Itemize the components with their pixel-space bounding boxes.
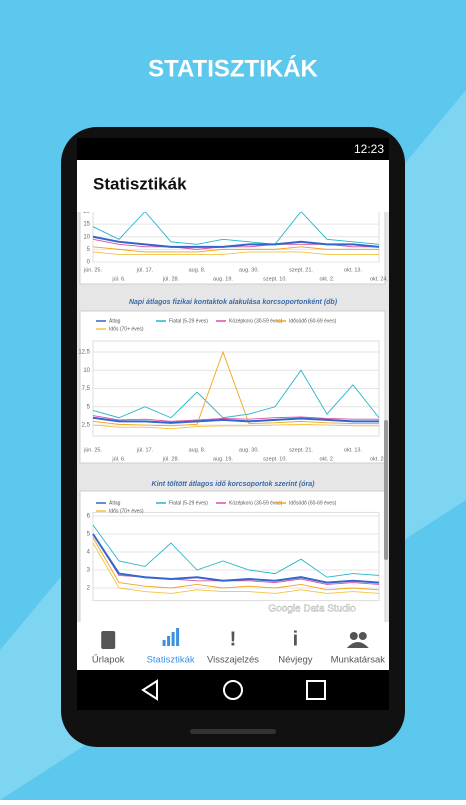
series-line [92,350,379,427]
series-line [92,415,379,422]
legend-label: Középkorú (30-59 éves) [229,318,283,324]
x-tick-label: aug. 30. [239,447,259,453]
nav-label[interactable]: Statisztikák [147,655,195,666]
nav-items: Űrlapok Statisztikák! Visszajelzés i Névjegy… [92,628,385,666]
legend-label: Idős (70+ éves) [109,508,144,514]
x-tick-label: szept. 21. [289,447,313,453]
series-line [92,369,380,419]
nav-icon [358,632,367,640]
x-tick-label: júl. 28. [162,276,180,282]
nav-label[interactable]: Visszajelzés [207,655,259,666]
back-button[interactable] [141,679,158,701]
nav-icon [167,636,171,646]
legend-label: Idősödő (60-69 éves) [289,318,337,324]
y-tick-label: 7,5 [82,386,91,392]
series-line [92,537,380,591]
y-tick-label: 12,5 [78,350,90,356]
nav-icon: i [293,628,299,650]
y-tick-label: 10 [83,368,90,374]
x-tick-label: szept. 10. [263,456,287,462]
y-tick-label: 3 [87,568,91,574]
header-title: Statisztikák [93,174,187,193]
y-tick-label: 0 [87,260,91,266]
chart-title: Kint töltött átlagos idő korcsoportok sz… [152,481,316,488]
nav-icon [162,640,166,646]
speaker [190,729,276,734]
series-line [92,524,380,578]
x-tick-label: júl. 28. [162,456,180,462]
series-line [92,533,380,584]
x-tick-label: aug. 30. [239,267,259,273]
home-button[interactable] [223,680,243,700]
x-tick-label: jún. 25. [83,267,103,273]
x-tick-label: aug. 19. [213,456,233,462]
legend-label: Fiatal (5-29 éves) [169,500,208,506]
series-line [92,212,380,245]
x-tick-label: aug. 8. [189,267,206,273]
x-tick-label: aug. 19. [213,276,233,282]
legend-label: Átlag [109,499,121,506]
y-tick-label: 4 [87,550,91,556]
nav-icon [171,632,175,646]
y-tick-label: 2 [87,586,91,592]
y-tick-label: 5 [87,247,91,253]
charts: 0 5 10 15 20 jún. 25. júl. 6. júl. 17. júl. 28. a… [78,209,389,622]
x-tick-label: okt. 13. [344,447,363,453]
watermark: Google Data Studio [268,604,356,615]
nav-icon [349,632,358,640]
app-header [77,160,389,212]
nav-icon: ! [230,628,237,650]
x-tick-label: jún. 25. [83,447,103,453]
y-tick-label: 2,5 [82,423,91,429]
x-tick-label: szept. 10. [263,276,287,282]
series-line [92,235,380,248]
x-tick-label: júl. 17. [136,447,154,453]
nav-icon [101,631,116,649]
chart-panel [79,310,386,464]
legend-label: Középkorú (30-59 éves) [229,500,283,506]
promo-title: STATISZTIKÁK [148,54,318,82]
x-tick-label: okt. 2. [320,456,335,462]
y-tick-label: 20 [83,209,90,215]
nav-label[interactable]: Űrlapok [92,655,125,666]
x-tick-label: okt. 24. [370,456,389,462]
nav-label[interactable]: Munkatársak [331,655,386,666]
series-line [92,246,379,253]
scrollbar [384,420,388,560]
x-tick-label: aug. 8. [189,447,206,453]
y-tick-label: 5 [87,404,91,410]
x-tick-label: okt. 13. [344,267,363,273]
series-line [92,416,379,424]
y-tick-label: 5 [87,532,91,538]
x-tick-label: szept. 21. [289,267,313,273]
x-tick-label: júl. 17. [136,267,154,273]
series-line [92,542,380,594]
chart-title: Napi átlagos fizikai kontaktok alakulása… [129,299,338,306]
x-tick-label: okt. 24. [370,276,389,282]
y-tick-label: 6 [87,514,91,520]
nav-icon [176,628,180,646]
plot-area [92,511,380,602]
legend-label: Idős (70+ éves) [109,326,144,332]
series-line [92,251,379,255]
series-line [92,423,379,430]
x-tick-label: júl. 6. [111,456,126,462]
nav-icon [346,642,369,648]
y-tick-label: 15 [83,222,90,228]
legend-label: Fiatal (5-29 éves) [169,318,208,324]
y-tick-label: 10 [83,234,90,240]
nav-label[interactable]: Névjegy [278,655,313,666]
system-nav [77,670,389,710]
status-bar [77,138,389,160]
x-tick-label: júl. 6. [111,276,126,282]
legend-label: Átlag [109,317,121,324]
status-time: 12:23 [354,142,384,156]
legend-label: Idősödő (60-69 éves) [289,500,337,506]
recents-button[interactable] [306,680,326,700]
x-tick-label: okt. 2. [320,276,335,282]
bottom-nav [77,622,389,670]
